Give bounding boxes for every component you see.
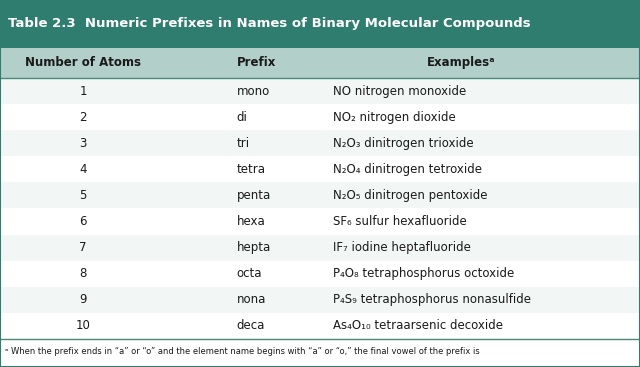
Text: NO nitrogen monoxide: NO nitrogen monoxide xyxy=(333,85,466,98)
FancyBboxPatch shape xyxy=(0,339,640,367)
Text: 8: 8 xyxy=(79,267,87,280)
FancyBboxPatch shape xyxy=(0,287,640,313)
Text: N₂O₄ dinitrogen tetroxide: N₂O₄ dinitrogen tetroxide xyxy=(333,163,482,176)
FancyBboxPatch shape xyxy=(0,78,640,104)
Text: IF₇ iodine heptafluoride: IF₇ iodine heptafluoride xyxy=(333,241,470,254)
FancyBboxPatch shape xyxy=(0,156,640,182)
Text: 7: 7 xyxy=(79,241,87,254)
Text: Examplesᵃ: Examplesᵃ xyxy=(426,57,495,69)
Text: 10: 10 xyxy=(76,319,91,332)
Text: 1: 1 xyxy=(79,85,87,98)
Text: Number of Atoms: Number of Atoms xyxy=(25,57,141,69)
Text: N₂O₃ dinitrogen trioxide: N₂O₃ dinitrogen trioxide xyxy=(333,137,474,150)
Text: deca: deca xyxy=(237,319,265,332)
FancyBboxPatch shape xyxy=(0,208,640,235)
Text: tetra: tetra xyxy=(237,163,266,176)
FancyBboxPatch shape xyxy=(0,130,640,156)
Text: NO₂ nitrogen dioxide: NO₂ nitrogen dioxide xyxy=(333,111,456,124)
Text: P₄O₈ tetraphosphorus octoxide: P₄O₈ tetraphosphorus octoxide xyxy=(333,267,514,280)
Text: As₄O₁₀ tetraarsenic decoxide: As₄O₁₀ tetraarsenic decoxide xyxy=(333,319,503,332)
Text: hexa: hexa xyxy=(237,215,266,228)
FancyBboxPatch shape xyxy=(0,48,640,78)
Text: 6: 6 xyxy=(79,215,87,228)
Text: SF₆ sulfur hexafluoride: SF₆ sulfur hexafluoride xyxy=(333,215,467,228)
Text: 4: 4 xyxy=(79,163,87,176)
Text: Table 2.3  Numeric Prefixes in Names of Binary Molecular Compounds: Table 2.3 Numeric Prefixes in Names of B… xyxy=(8,17,531,30)
Text: ᵃ When the prefix ends in “a” or “o” and the element name begins with “a” or “o,: ᵃ When the prefix ends in “a” or “o” and… xyxy=(5,347,480,356)
Text: 5: 5 xyxy=(79,189,87,202)
Text: di: di xyxy=(237,111,248,124)
FancyBboxPatch shape xyxy=(0,235,640,261)
FancyBboxPatch shape xyxy=(0,261,640,287)
FancyBboxPatch shape xyxy=(0,104,640,130)
Text: penta: penta xyxy=(237,189,271,202)
Text: tri: tri xyxy=(237,137,250,150)
Text: 3: 3 xyxy=(79,137,87,150)
Text: P₄S₉ tetraphosphorus nonasulfide: P₄S₉ tetraphosphorus nonasulfide xyxy=(333,293,531,306)
FancyBboxPatch shape xyxy=(0,182,640,208)
Text: 2: 2 xyxy=(79,111,87,124)
Text: mono: mono xyxy=(237,85,270,98)
Text: nona: nona xyxy=(237,293,266,306)
FancyBboxPatch shape xyxy=(0,0,640,48)
Text: Prefix: Prefix xyxy=(237,57,276,69)
Text: octa: octa xyxy=(237,267,262,280)
Text: 9: 9 xyxy=(79,293,87,306)
Text: N₂O₅ dinitrogen pentoxide: N₂O₅ dinitrogen pentoxide xyxy=(333,189,487,202)
Text: hepta: hepta xyxy=(237,241,271,254)
FancyBboxPatch shape xyxy=(0,313,640,339)
